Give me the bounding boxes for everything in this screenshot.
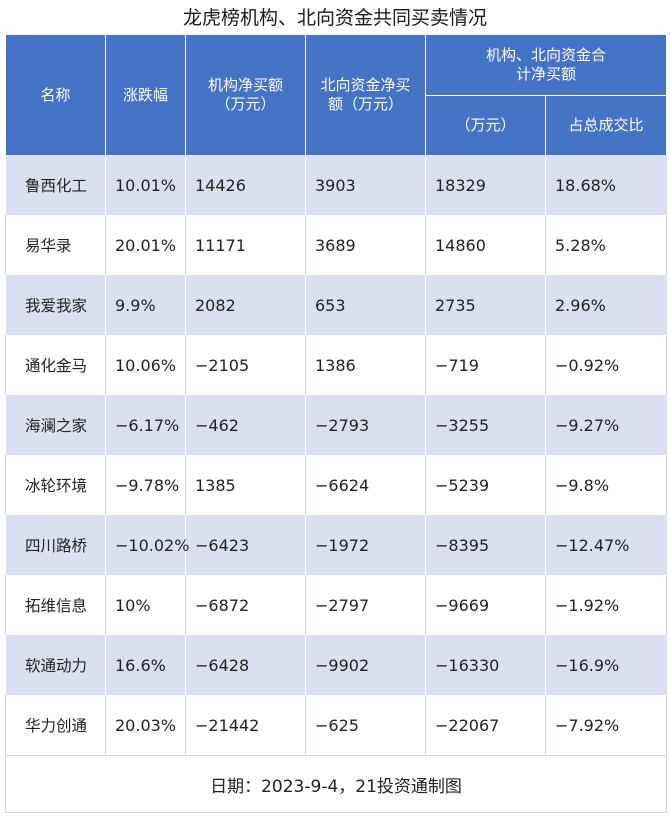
cell-total-net: −22067 — [425, 695, 546, 756]
cell-change: −9.78% — [105, 455, 186, 515]
cell-name: 冰轮环境 — [5, 455, 106, 515]
cell-name: 易华录 — [5, 215, 106, 275]
cell-ratio: −16.9% — [544, 635, 667, 695]
table-row: 通化金马 10.06% −2105 1386 −719 −0.92% — [5, 335, 668, 395]
cell-north-net: −1972 — [305, 515, 426, 575]
cell-total-net: 14860 — [425, 215, 546, 275]
cell-north-net: 653 — [305, 275, 426, 335]
header-combined-unit: （万元） — [425, 95, 546, 155]
cell-name: 四川路桥 — [5, 515, 106, 575]
cell-ratio: 5.28% — [544, 215, 668, 275]
header-ratio: 占总成交比 — [544, 95, 668, 155]
cell-inst-net: 2082 — [185, 275, 306, 335]
cell-name: 海澜之家 — [5, 395, 106, 455]
cell-ratio: −12.47% — [544, 515, 667, 575]
footer-note: 日期：2023-9-4，21投资通制图 — [4, 755, 668, 813]
header-name: 名称 — [5, 35, 106, 155]
cell-north-net: 1386 — [305, 335, 426, 395]
cell-inst-net: −6428 — [185, 635, 306, 695]
cell-total-net: −9669 — [425, 575, 546, 635]
cell-ratio: −0.92% — [544, 335, 668, 395]
cell-inst-net: 11171 — [185, 215, 306, 275]
cell-north-net: 3903 — [305, 155, 426, 215]
cell-change: −6.17% — [105, 395, 186, 455]
header-inst-net: 机构净买额（万元） — [185, 35, 306, 155]
cell-name: 通化金马 — [5, 335, 106, 395]
cell-name: 软通动力 — [5, 635, 106, 695]
table-row: 拓维信息 10% −6872 −2797 −9669 −1.92% — [5, 575, 668, 635]
table-row: 鲁西化工 10.01% 14426 3903 18329 18.68% — [5, 155, 667, 215]
cell-inst-net: −6872 — [185, 575, 306, 635]
table-body: 鲁西化工 10.01% 14426 3903 18329 18.68% 易华录 20.01% 1… — [5, 155, 668, 756]
table-row: 海澜之家 −6.17% −462 −2793 −3255 −9.27% — [5, 395, 667, 455]
cell-change: 10.06% — [105, 335, 186, 395]
cell-name: 华力创通 — [5, 695, 106, 756]
cell-total-net: −16330 — [425, 635, 546, 695]
header-north-net: 北向资金净买额（万元） — [305, 35, 426, 155]
cell-north-net: 3689 — [305, 215, 426, 275]
header-change: 涨跌幅 — [105, 35, 186, 155]
cell-inst-net: 14426 — [185, 155, 306, 215]
header-combined-group: 机构、北向资金合计净买额 — [424, 35, 668, 96]
cell-ratio: 18.68% — [544, 155, 667, 215]
cell-north-net: −2797 — [305, 575, 426, 635]
cell-inst-net: −21442 — [185, 695, 306, 756]
cell-ratio: −7.92% — [544, 695, 668, 756]
table-row: 华力创通 20.03% −21442 −625 −22067 −7.92% — [5, 695, 668, 756]
cell-total-net: −5239 — [425, 455, 546, 515]
cell-total-net: 18329 — [425, 155, 546, 215]
cell-total-net: −3255 — [425, 395, 546, 455]
table-row: 我爱我家 9.9% 2082 653 2735 2.96% — [5, 275, 667, 335]
cell-name: 鲁西化工 — [5, 155, 106, 215]
cell-change: 16.6% — [105, 635, 186, 695]
cell-change: 10.01% — [105, 155, 186, 215]
cell-name: 我爱我家 — [5, 275, 106, 335]
cell-ratio: −9.27% — [544, 395, 667, 455]
data-table: 名称 涨跌幅 机构净买额（万元） 北向资金净买额（万元） 机构、北向资金合计净买… — [4, 35, 668, 813]
cell-ratio: 2.96% — [544, 275, 667, 335]
table-row: 四川路桥 −10.02% −6423 −1972 −8395 −12.47% — [5, 515, 667, 575]
cell-north-net: −2793 — [305, 395, 426, 455]
cell-change: 10% — [105, 575, 186, 635]
cell-change: −10.02% — [105, 515, 189, 575]
cell-ratio: −1.92% — [544, 575, 668, 635]
cell-north-net: −625 — [305, 695, 426, 756]
cell-total-net: −8395 — [425, 515, 546, 575]
cell-inst-net: −6423 — [185, 515, 306, 575]
cell-north-net: −6624 — [305, 455, 426, 515]
cell-total-net: −719 — [425, 335, 546, 395]
cell-change: 20.03% — [105, 695, 186, 756]
cell-inst-net: −2105 — [185, 335, 306, 395]
cell-inst-net: 1385 — [185, 455, 306, 515]
table-row: 软通动力 16.6% −6428 −9902 −16330 −16.9% — [5, 635, 667, 695]
cell-change: 9.9% — [105, 275, 186, 335]
cell-inst-net: −462 — [185, 395, 306, 455]
table-row: 冰轮环境 −9.78% 1385 −6624 −5239 −9.8% — [5, 455, 668, 515]
table-row: 易华录 20.01% 11171 3689 14860 5.28% — [5, 215, 668, 275]
table-title: 龙虎榜机构、北向资金共同买卖情况 — [182, 7, 487, 29]
cell-total-net: 2735 — [425, 275, 546, 335]
cell-name: 拓维信息 — [5, 575, 106, 635]
cell-north-net: −9902 — [305, 635, 426, 695]
cell-change: 20.01% — [105, 215, 186, 275]
cell-ratio: −9.8% — [544, 455, 668, 515]
